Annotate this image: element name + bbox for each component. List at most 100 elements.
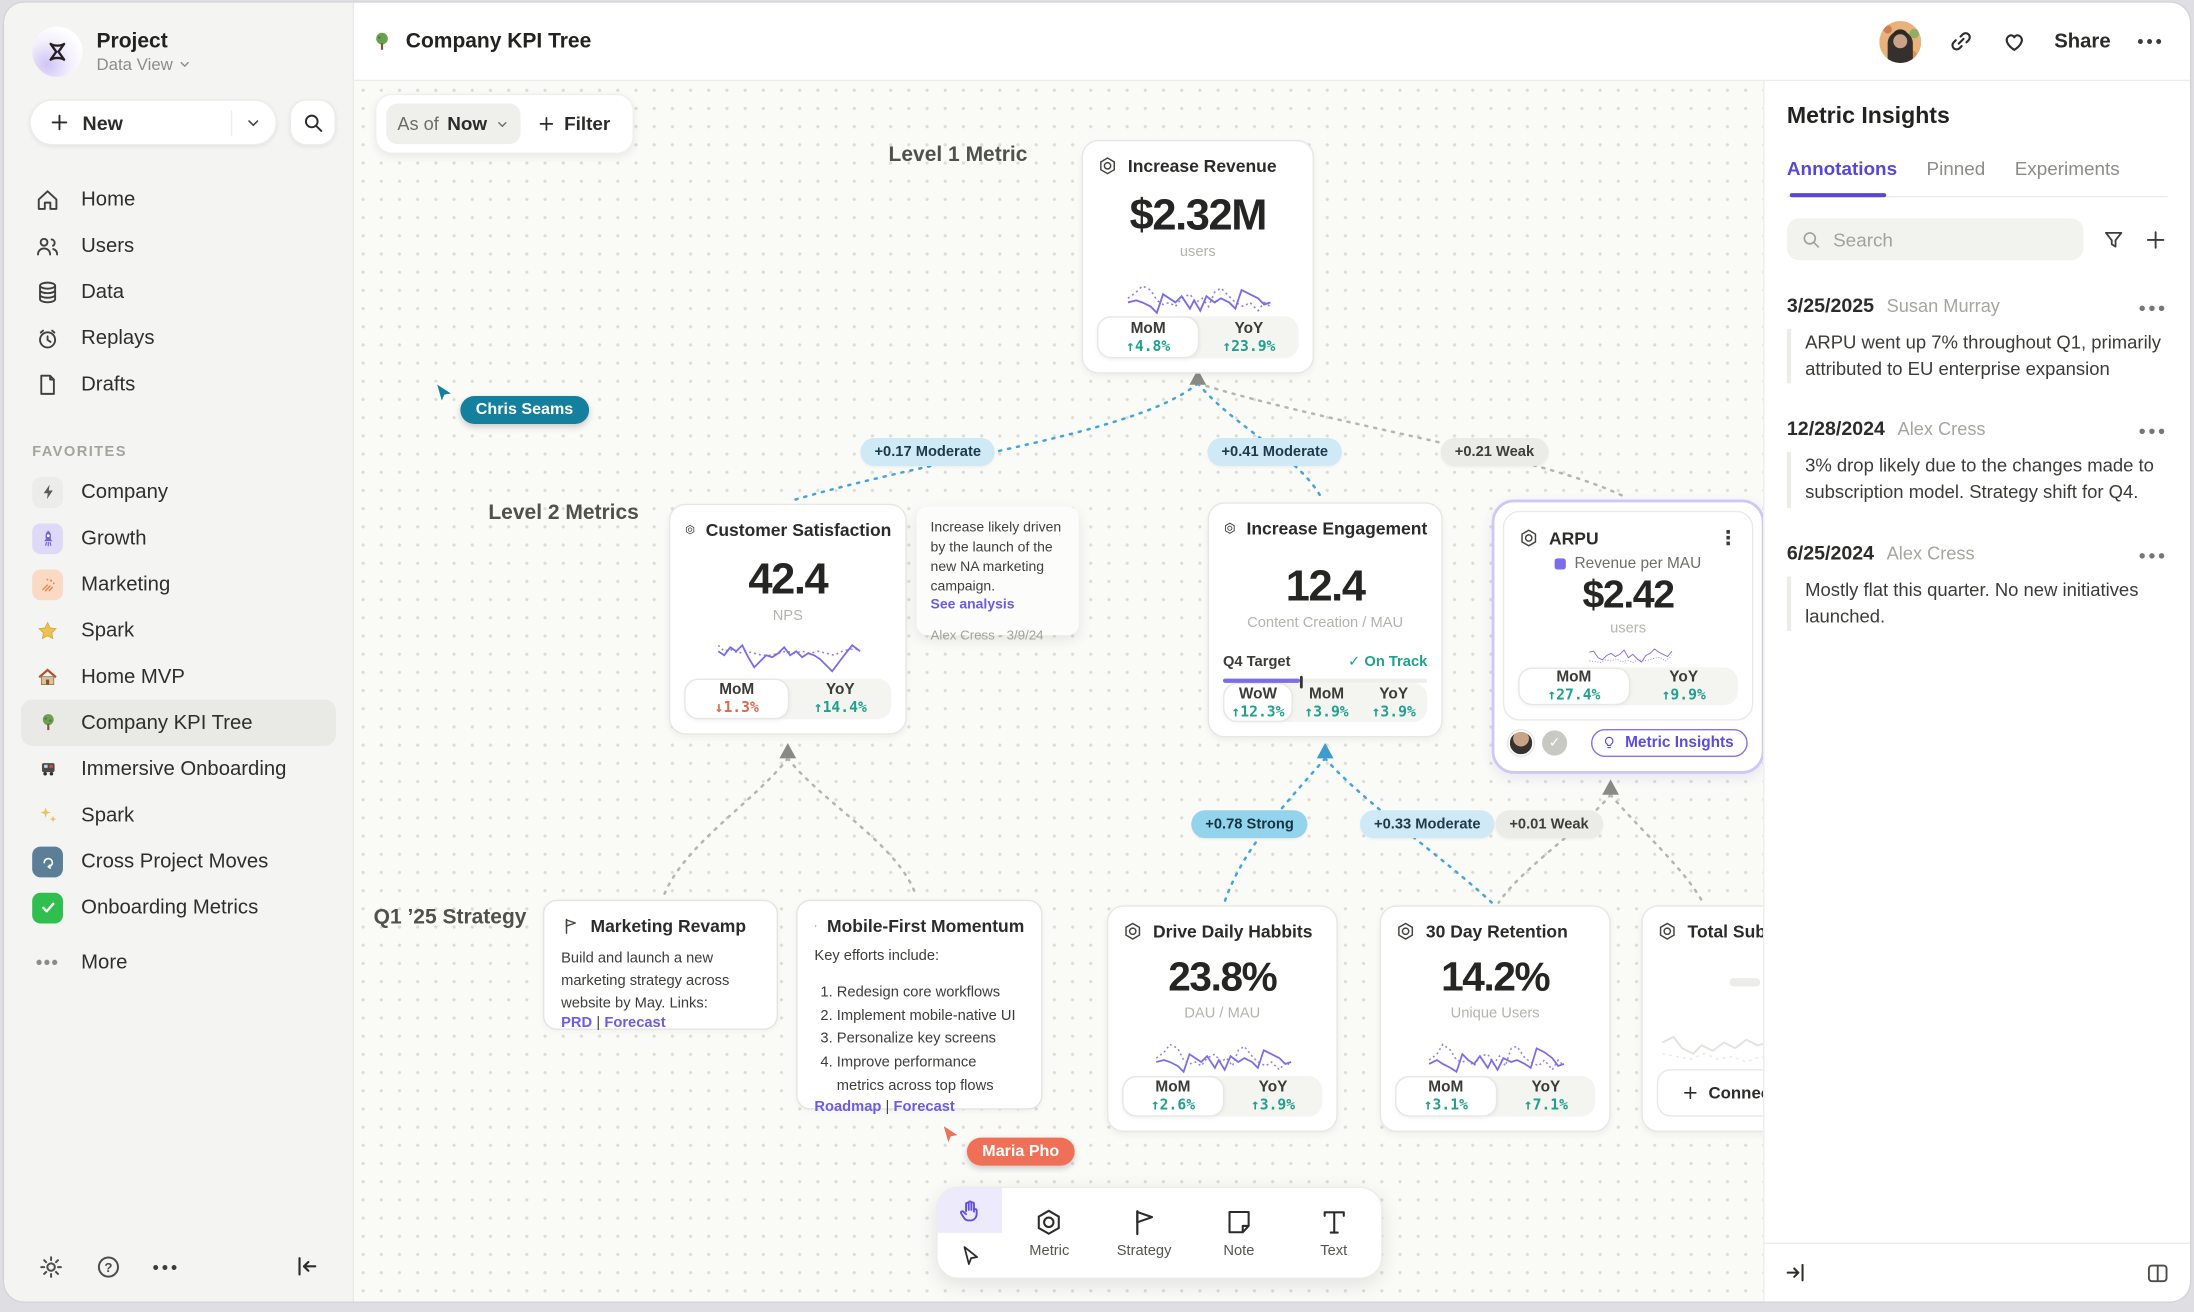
edge-chip[interactable]: +0.33 Moderate bbox=[1359, 810, 1495, 839]
search-box[interactable] bbox=[1786, 218, 2084, 261]
kebab-menu-icon[interactable]: ⋮ bbox=[1718, 526, 1738, 549]
favorite-heart-icon[interactable] bbox=[2001, 28, 2028, 55]
stat-mom[interactable]: MoM ↑4.8% bbox=[1097, 316, 1200, 359]
stat-yoy[interactable]: YoY ↑23.9% bbox=[1199, 317, 1298, 358]
workspace-switcher[interactable]: Project Data View bbox=[4, 3, 352, 77]
user-avatar[interactable] bbox=[1879, 20, 1922, 63]
split-view-icon[interactable] bbox=[2145, 1260, 2170, 1285]
prd-link[interactable]: PRD bbox=[561, 1014, 593, 1032]
settings-gear-icon[interactable] bbox=[38, 1253, 65, 1280]
sidebar-item-home[interactable]: Home bbox=[4, 176, 352, 222]
annotation-more-icon[interactable]: ●●● bbox=[2138, 300, 2168, 315]
kpi-tree-canvas[interactable]: As of Now Filter Level 1 Metric Level 2 … bbox=[354, 81, 1764, 1302]
help-icon[interactable]: ? bbox=[95, 1253, 122, 1280]
annotation-more-icon[interactable]: ●●● bbox=[2138, 424, 2168, 439]
stat-mom[interactable]: MoM ↑3.9% bbox=[1293, 683, 1360, 722]
note-card[interactable]: Increase likely driven by the launch of … bbox=[916, 506, 1079, 644]
metric-insights-panel: Metric Insights Annotations Pinned Exper… bbox=[1763, 81, 2190, 1302]
collapse-sidebar-icon[interactable] bbox=[294, 1254, 319, 1279]
strategy-links: PRD | Forecast bbox=[561, 1015, 760, 1032]
topbar-more-icon[interactable]: ••• bbox=[2137, 30, 2165, 52]
stat-mom[interactable]: MoM ↓1.3% bbox=[684, 679, 790, 720]
tab-pinned[interactable]: Pinned bbox=[1926, 158, 1986, 180]
select-tool-button[interactable] bbox=[938, 1233, 1002, 1278]
collaborator-avatar[interactable] bbox=[1508, 730, 1534, 756]
new-button[interactable]: New bbox=[29, 99, 278, 146]
stat-mom[interactable]: MoM ↑3.1% bbox=[1395, 1075, 1497, 1117]
stats-row: MoM ↑2.6% YoY ↑3.9% bbox=[1122, 1075, 1323, 1117]
share-button[interactable]: Share bbox=[2054, 30, 2111, 53]
favorite-company[interactable]: Company bbox=[21, 469, 336, 515]
favorite-label: Marketing bbox=[81, 573, 171, 596]
sidebar-search-button[interactable] bbox=[289, 99, 336, 146]
text-tool-button[interactable]: Text bbox=[1286, 1207, 1381, 1259]
metric-insights-label: Metric Insights bbox=[1625, 734, 1734, 752]
stat-wow[interactable]: WoW ↑12.3% bbox=[1222, 683, 1293, 723]
edge-chip[interactable]: +0.17 Moderate bbox=[860, 437, 996, 466]
metric-insights-button[interactable]: Metric Insights bbox=[1591, 729, 1748, 758]
sidebar-item-replays[interactable]: Replays bbox=[4, 315, 352, 361]
sidebar-item-drafts[interactable]: Drafts bbox=[4, 361, 352, 407]
metric-card-total-subscriptions[interactable]: Total Subscriptions Connect bbox=[1641, 905, 1764, 1133]
stat-yoy[interactable]: YoY ↑14.4% bbox=[789, 679, 891, 719]
strategy-tool-button[interactable]: Strategy bbox=[1097, 1207, 1192, 1259]
stat-yoy[interactable]: YoY ↑7.1% bbox=[1497, 1076, 1596, 1117]
see-analysis-link[interactable]: See analysis bbox=[930, 597, 1015, 613]
sidebar-more-icon[interactable]: ••• bbox=[152, 1255, 181, 1277]
annotation-item[interactable]: 6/25/2024 Alex Cress ●●● Mostly flat thi… bbox=[1786, 541, 2168, 632]
annotation-more-icon[interactable]: ●●● bbox=[2138, 548, 2168, 563]
stat-yoy[interactable]: YoY ↑3.9% bbox=[1360, 683, 1427, 722]
sparkline-placeholder bbox=[1661, 1035, 1764, 1063]
search-input[interactable] bbox=[1833, 228, 2070, 250]
strategy-card-mobile-first-momentum[interactable]: Mobile-First Momentum Key efforts includ… bbox=[796, 899, 1043, 1115]
metric-card-customer-satisfaction[interactable]: Customer Satisfaction 42.4 NPS MoM ↓1.3% bbox=[668, 503, 907, 735]
favorite-onboarding-metrics[interactable]: Onboarding Metrics bbox=[21, 884, 336, 930]
stat-yoy[interactable]: YoY ↑9.9% bbox=[1629, 667, 1737, 705]
metric-card-increase-revenue[interactable]: Increase Revenue $2.32M users MoM ↑4.8% bbox=[1081, 139, 1314, 374]
metric-card-increase-engagement[interactable]: Increase Engagement 12.4 Content Creatio… bbox=[1207, 502, 1443, 738]
metric-card-arpu[interactable]: ARPU ⋮ Revenue per MAU $2.42 users bbox=[1502, 510, 1754, 721]
edge-chip[interactable]: +0.21 Weak bbox=[1440, 437, 1549, 466]
filter-funnel-icon[interactable] bbox=[2102, 227, 2126, 251]
workspace-view-switch[interactable]: Data View bbox=[97, 54, 193, 74]
card-title: 30 Day Retention bbox=[1425, 921, 1568, 942]
sidebar-item-data[interactable]: Data bbox=[4, 269, 352, 315]
sidebar-item-users[interactable]: Users bbox=[4, 222, 352, 268]
edge-chip[interactable]: +0.01 Weak bbox=[1495, 810, 1603, 839]
annotation-item[interactable]: 12/28/2024 Alex Cress ●●● 3% drop likely… bbox=[1786, 418, 2168, 508]
favorites-more[interactable]: ••• More bbox=[21, 939, 336, 985]
edge-chip[interactable]: +0.78 Strong bbox=[1191, 810, 1308, 839]
as-of-selector[interactable]: As of Now bbox=[386, 103, 521, 145]
metric-card-30-day-retention[interactable]: 30 Day Retention 14.2% Unique Users MoM … bbox=[1379, 905, 1611, 1133]
stat-mom[interactable]: MoM ↑2.6% bbox=[1122, 1075, 1224, 1117]
annotation-item[interactable]: 3/25/2025 Susan Murray ●●● ARPU went up … bbox=[1786, 294, 2168, 385]
note-tool-button[interactable]: Note bbox=[1192, 1207, 1287, 1259]
connect-data-button[interactable]: Connect bbox=[1656, 1069, 1764, 1117]
filter-button[interactable]: Filter bbox=[538, 113, 610, 134]
forecast-link[interactable]: Forecast bbox=[604, 1014, 666, 1032]
favorite-cross-project-moves[interactable]: Cross Project Moves bbox=[21, 838, 336, 884]
hand-tool-button[interactable] bbox=[937, 1188, 1002, 1233]
metric-card-arpu-selected[interactable]: ARPU ⋮ Revenue per MAU $2.42 users bbox=[1491, 499, 1764, 774]
edge-chip[interactable]: +0.41 Moderate bbox=[1207, 437, 1343, 466]
favorite-company-kpi-tree[interactable]: Company KPI Tree bbox=[20, 699, 336, 746]
metric-tool-button[interactable]: Metric bbox=[1002, 1207, 1097, 1259]
add-annotation-icon[interactable] bbox=[2144, 227, 2168, 251]
favorite-home-mvp[interactable]: Home MVP bbox=[21, 653, 336, 699]
favorite-marketing[interactable]: Marketing bbox=[21, 561, 336, 607]
forecast-link[interactable]: Forecast bbox=[893, 1098, 955, 1115]
strategy-card-marketing-revamp[interactable]: Marketing Revamp Build and launch a new … bbox=[542, 899, 779, 1032]
favorite-immersive-onboarding[interactable]: Immersive Onboarding bbox=[21, 746, 336, 792]
stat-mom[interactable]: MoM ↑27.4% bbox=[1518, 667, 1630, 706]
roadmap-link[interactable]: Roadmap bbox=[814, 1098, 882, 1115]
metric-card-drive-daily-habbits[interactable]: Drive Daily Habbits 23.8% DAU / MAU MoM … bbox=[1106, 905, 1338, 1133]
copy-link-icon[interactable] bbox=[1948, 28, 1975, 55]
as-of-value: Now bbox=[447, 113, 488, 135]
favorite-growth[interactable]: Growth bbox=[21, 515, 336, 561]
tab-experiments[interactable]: Experiments bbox=[2014, 158, 2120, 180]
collapse-panel-icon[interactable] bbox=[1784, 1261, 1808, 1285]
favorite-spark-2[interactable]: Spark bbox=[21, 792, 336, 838]
stat-yoy[interactable]: YoY ↑3.9% bbox=[1224, 1076, 1323, 1117]
tab-annotations[interactable]: Annotations bbox=[1787, 158, 1897, 198]
favorite-spark[interactable]: Spark bbox=[21, 607, 336, 653]
